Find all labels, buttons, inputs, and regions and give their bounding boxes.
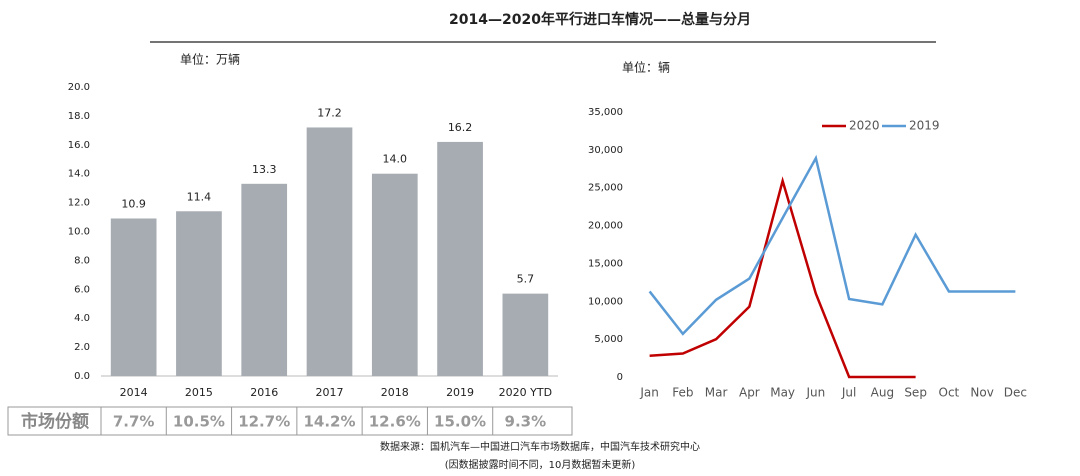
data-label: 17.2: [317, 106, 342, 119]
source: (因数据披露时间不同，10月数据暂未更新): [445, 458, 636, 471]
share-value: 10.5%: [173, 413, 225, 431]
bar: [371, 173, 418, 376]
y-tick-label: 35,000: [588, 107, 623, 118]
bar: [110, 218, 157, 376]
y-tick-label: 0.0: [74, 371, 90, 382]
x-tick-label: May: [770, 386, 795, 400]
source: 数据来源：国机汽车—中国进口汽车市场数据库，中国汽车技术研究中心: [380, 440, 700, 453]
data-label: 16.2: [448, 121, 473, 134]
x-tick-label: Jan: [639, 386, 659, 400]
x-tick-label: Oct: [939, 386, 960, 400]
x-tick-label: Feb: [672, 386, 693, 400]
x-tick-label: 2017: [316, 386, 344, 399]
y-tick-label: 20,000: [588, 221, 623, 232]
unit: 单位：万辆: [180, 52, 240, 67]
y-tick-label: 5,000: [594, 334, 623, 345]
data-label: 5.7: [517, 273, 535, 286]
y-tick-label: 18.0: [68, 111, 90, 122]
line: [649, 176, 916, 379]
y-tick-label: 0: [617, 372, 623, 383]
y-tick-label: 4.0: [74, 313, 90, 324]
bar: [176, 211, 222, 376]
x-tick-label: Apr: [739, 386, 760, 400]
unit: 单位：辆: [622, 60, 670, 75]
legend-label: 2019: [909, 119, 940, 133]
line: [648, 154, 1016, 336]
x-tick-label: 2015: [185, 386, 213, 399]
x-tick-label: 2020 YTD: [499, 386, 552, 399]
y-tick-label: 25,000: [588, 183, 623, 194]
y-tick-label: 12.0: [68, 198, 90, 209]
x-tick-label: 2018: [381, 386, 409, 399]
x-tick-label: Dec: [1004, 386, 1027, 400]
share-value: 9.3%: [505, 413, 547, 431]
bar: [306, 127, 353, 377]
y-tick-label: 8.0: [74, 255, 90, 266]
y-tick-label: 16.0: [68, 140, 90, 151]
share-label: 市场份额: [21, 411, 89, 432]
y-tick-label: 15,000: [588, 258, 623, 269]
y-tick-label: 10.0: [68, 227, 90, 238]
y-tick-label: 10,000: [588, 296, 623, 307]
x-tick-label: 2016: [250, 386, 278, 399]
y-tick-label: 2.0: [74, 342, 90, 353]
x-tick-label: Aug: [871, 386, 894, 400]
title: 2014—2020年平行进口车情况——总量与分月: [449, 11, 751, 28]
legend-label: 2020: [849, 119, 880, 133]
data-label: 11.4: [187, 190, 212, 203]
share-box: [7, 406, 573, 436]
bar: [437, 141, 483, 376]
y-tick-label: 14.0: [68, 169, 90, 180]
x-tick-label: Mar: [705, 386, 728, 400]
x-tick-label: 2014: [120, 386, 148, 399]
data-label: 13.3: [252, 163, 277, 176]
x-tick-label: Jul: [841, 386, 856, 400]
share-value: 7.7%: [113, 413, 155, 431]
x-tick-label: Jun: [806, 386, 826, 400]
share-value: 14.2%: [303, 413, 355, 431]
bar: [502, 293, 549, 376]
y-tick-label: 6.0: [74, 284, 90, 295]
x-tick-label: Sep: [904, 386, 927, 400]
y-tick-label: 20.0: [68, 82, 90, 93]
data-label: 14.0: [383, 153, 408, 166]
share-value: 15.0%: [434, 413, 486, 431]
x-tick-label: Nov: [970, 386, 993, 400]
x-tick-label: 2019: [446, 386, 474, 399]
share-value: 12.7%: [238, 413, 290, 431]
y-tick-label: 30,000: [588, 145, 623, 156]
data-label: 10.9: [121, 197, 146, 210]
share-value: 12.6%: [369, 413, 421, 431]
bar: [241, 183, 288, 376]
